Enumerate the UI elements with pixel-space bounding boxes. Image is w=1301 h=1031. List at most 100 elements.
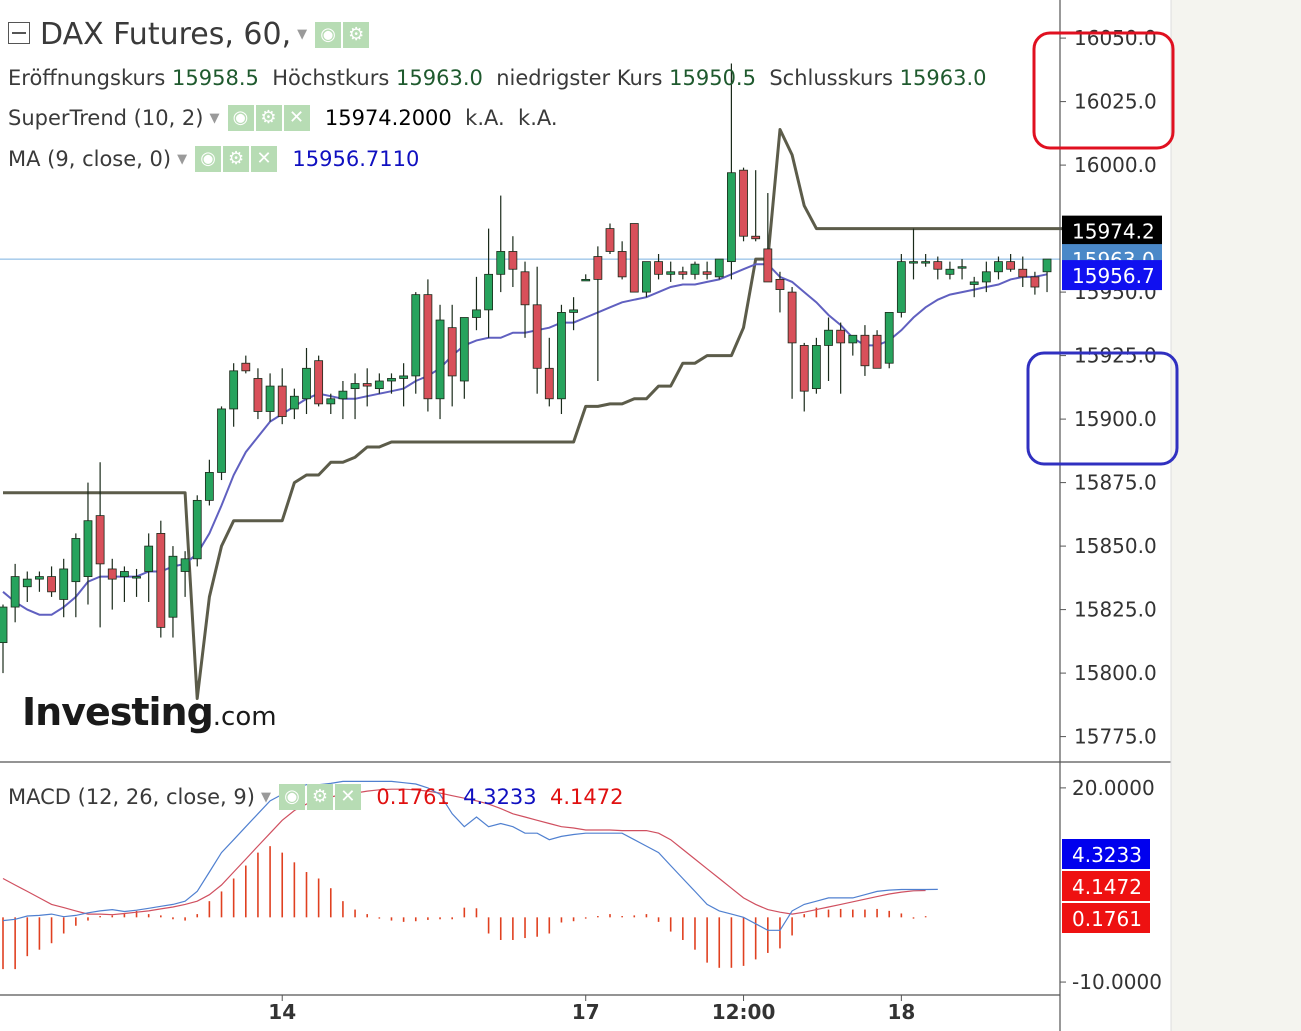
title-dropdown-icon[interactable]: ▼ (297, 27, 308, 42)
candle[interactable] (192, 495, 202, 567)
candle[interactable] (642, 261, 651, 298)
candle[interactable] (326, 393, 336, 415)
candle[interactable] (229, 363, 239, 427)
ma-gear-icon[interactable]: ⚙ (223, 146, 250, 172)
candle[interactable] (265, 373, 275, 422)
ma-eye-icon[interactable]: ◉ (195, 146, 222, 172)
candle[interactable] (387, 373, 396, 394)
candle[interactable] (593, 246, 603, 381)
candle[interactable] (1030, 271, 1040, 295)
candle[interactable] (727, 63, 736, 280)
candle[interactable] (204, 459, 214, 506)
candle[interactable] (1018, 256, 1028, 288)
macd-eye-icon[interactable]: ◉ (278, 784, 305, 810)
candle[interactable] (860, 325, 870, 376)
macd-dropdown-icon[interactable]: ▼ (260, 789, 271, 805)
candle[interactable] (739, 167, 748, 242)
candle[interactable] (751, 170, 761, 242)
candle[interactable] (544, 337, 554, 407)
candle[interactable] (59, 558, 69, 618)
candle[interactable] (787, 287, 797, 399)
candle[interactable] (690, 261, 700, 280)
candle[interactable] (557, 304, 566, 415)
candle[interactable] (811, 337, 821, 394)
candle[interactable] (472, 276, 481, 331)
candle[interactable] (484, 228, 494, 338)
candle[interactable] (896, 254, 906, 318)
candle[interactable] (156, 520, 166, 638)
supertrend-eye-icon[interactable]: ◉ (227, 105, 254, 131)
candle[interactable] (241, 355, 251, 374)
ma-close-icon[interactable]: ✕ (251, 146, 278, 172)
candle[interactable] (399, 363, 409, 407)
candle[interactable] (435, 304, 445, 420)
candle[interactable] (884, 312, 894, 369)
candle[interactable] (848, 334, 858, 356)
candle[interactable] (714, 258, 724, 280)
candle[interactable] (666, 261, 676, 282)
candle[interactable] (423, 279, 433, 412)
candle[interactable] (22, 571, 32, 602)
candle[interactable] (654, 254, 663, 280)
candle[interactable] (933, 256, 943, 280)
candle[interactable] (836, 322, 846, 394)
candle[interactable] (35, 571, 44, 592)
candle[interactable] (253, 368, 263, 420)
candle[interactable] (1006, 254, 1016, 272)
candle[interactable] (520, 261, 530, 338)
candle[interactable] (532, 266, 542, 394)
candle[interactable] (763, 193, 773, 283)
ma-dropdown-icon[interactable]: ▼ (177, 151, 188, 167)
candle[interactable] (617, 241, 627, 280)
candle[interactable] (350, 373, 360, 420)
macd-close-icon[interactable]: ✕ (334, 784, 361, 810)
candle[interactable] (180, 551, 190, 597)
candle[interactable] (1042, 258, 1052, 293)
candle[interactable] (338, 381, 348, 420)
supertrend-dropdown-icon[interactable]: ▼ (209, 110, 220, 126)
candle[interactable] (872, 330, 882, 369)
supertrend-close-icon[interactable]: ✕ (283, 105, 310, 131)
candle[interactable] (47, 566, 56, 597)
candle[interactable] (459, 317, 469, 399)
candle[interactable] (921, 254, 931, 267)
candle[interactable] (957, 259, 967, 280)
candle[interactable] (824, 317, 833, 382)
candle[interactable] (447, 304, 457, 407)
candle[interactable] (10, 563, 20, 623)
title-eye-icon[interactable]: ◉ (315, 21, 342, 48)
candle[interactable] (678, 266, 688, 280)
candle[interactable] (120, 566, 129, 602)
macd-gear-icon[interactable]: ⚙ (306, 784, 333, 810)
candle[interactable] (132, 568, 141, 597)
candle[interactable] (277, 368, 287, 425)
candle[interactable] (605, 223, 615, 254)
candle[interactable] (909, 228, 918, 280)
candle[interactable] (581, 274, 591, 282)
candle[interactable] (71, 533, 81, 618)
candle[interactable] (799, 342, 809, 412)
candle[interactable] (302, 347, 311, 415)
candle[interactable] (702, 261, 712, 280)
candle[interactable] (168, 546, 178, 638)
title-gear-icon[interactable]: ⚙ (343, 21, 370, 48)
candle[interactable] (289, 388, 299, 420)
candle[interactable] (981, 261, 991, 293)
supertrend-gear-icon[interactable]: ⚙ (255, 105, 282, 131)
candle[interactable] (945, 261, 955, 280)
candle[interactable] (496, 195, 506, 293)
candle[interactable] (569, 297, 578, 331)
candle[interactable] (83, 482, 93, 605)
candle[interactable] (314, 355, 324, 407)
candle[interactable] (217, 406, 226, 481)
candle[interactable] (144, 533, 154, 602)
candle[interactable] (95, 462, 105, 628)
candle[interactable] (374, 373, 384, 394)
candle[interactable] (362, 368, 372, 407)
candle[interactable] (775, 271, 785, 313)
candle[interactable] (0, 604, 8, 674)
candle[interactable] (508, 236, 518, 288)
candle[interactable] (969, 276, 979, 298)
candle[interactable] (629, 223, 639, 293)
